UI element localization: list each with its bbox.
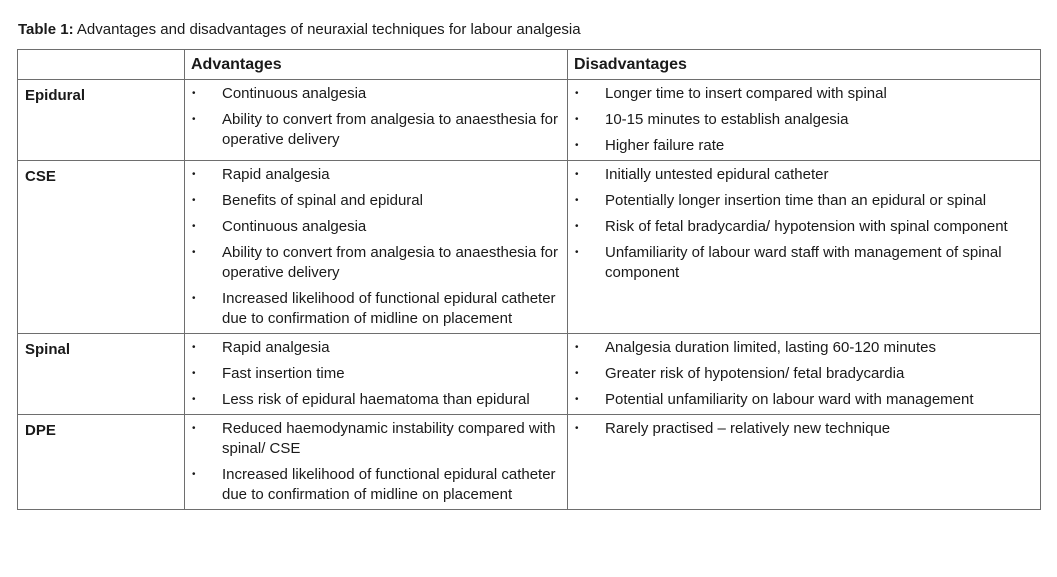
table-row: SpinalRapid analgesia Fast insertion time… <box>17 333 1041 415</box>
table-row: EpiduralContinuous analgesia Ability to c… <box>17 79 1041 161</box>
disadvantage-item: Initially untested epidural catheter <box>568 165 1040 185</box>
caption-text: Advantages and disadvantages of neuraxia… <box>73 21 581 38</box>
advantages-cell: Continuous analgesia Ability to convert f… <box>184 79 568 161</box>
header-row: Advantages Disadvantages <box>17 49 1041 80</box>
advantage-item: Less risk of epidural haematoma than epi… <box>185 390 567 410</box>
disadvantages-list: Rarely practised – relatively new techni… <box>568 415 1040 443</box>
header-advantages: Advantages <box>184 49 568 80</box>
disadvantages-list: Initially untested epidural catheter Pote… <box>568 161 1040 287</box>
advantages-list: Rapid analgesia Benefits of spinal and ep… <box>185 161 567 333</box>
disadvantage-item: 10-15 minutes to establish analgesia <box>568 110 1040 130</box>
advantage-item: Rapid analgesia <box>185 338 567 358</box>
advantages-cell: Reduced haemodynamic instability compare… <box>184 414 568 510</box>
disadvantage-item: Analgesia duration limited, lasting 60-1… <box>568 338 1040 358</box>
advantages-cell: Rapid analgesia Benefits of spinal and ep… <box>184 160 568 334</box>
disadvantages-cell: Rarely practised – relatively new techni… <box>567 414 1041 510</box>
header-technique <box>17 49 185 80</box>
disadvantage-item: Potentially longer insertion time than a… <box>568 191 1040 211</box>
disadvantage-item: Greater risk of hypotension/ fetal brady… <box>568 364 1040 384</box>
advantage-item: Fast insertion time <box>185 364 567 384</box>
advantage-item: Ability to convert from analgesia to ana… <box>185 243 567 283</box>
advantage-item: Increased likelihood of functional epidu… <box>185 465 567 505</box>
advantage-item: Rapid analgesia <box>185 165 567 185</box>
disadvantage-item: Risk of fetal bradycardia/ hypotension w… <box>568 217 1040 237</box>
disadvantages-cell: Longer time to insert compared with spin… <box>567 79 1041 161</box>
technique-label: Spinal <box>17 333 185 415</box>
caption-label: Table 1: <box>18 21 74 38</box>
disadvantages-cell: Analgesia duration limited, lasting 60-1… <box>567 333 1041 415</box>
header-disadvantages: Disadvantages <box>567 49 1041 80</box>
disadvantage-item: Potential unfamiliarity on labour ward w… <box>568 390 1040 410</box>
disadvantage-item: Unfamiliarity of labour ward staff with … <box>568 243 1040 283</box>
technique-label: CSE <box>17 160 185 334</box>
advantages-cell: Rapid analgesia Fast insertion time Less r… <box>184 333 568 415</box>
advantages-list: Reduced haemodynamic instability compare… <box>185 415 567 509</box>
advantage-item: Benefits of spinal and epidural <box>185 191 567 211</box>
technique-label: Epidural <box>17 79 185 161</box>
disadvantages-cell: Initially untested epidural catheter Pote… <box>567 160 1041 334</box>
disadvantage-item: Longer time to insert compared with spin… <box>568 84 1040 104</box>
table-row: CSERapid analgesia Benefits of spinal and… <box>17 160 1041 334</box>
disadvantages-list: Analgesia duration limited, lasting 60-1… <box>568 334 1040 414</box>
disadvantages-list: Longer time to insert compared with spin… <box>568 80 1040 160</box>
advantage-item: Increased likelihood of functional epidu… <box>185 289 567 329</box>
advantage-item: Continuous analgesia <box>185 84 567 104</box>
disadvantage-item: Rarely practised – relatively new techni… <box>568 419 1040 439</box>
advantage-item: Continuous analgesia <box>185 217 567 237</box>
disadvantage-item: Higher failure rate <box>568 136 1040 156</box>
advantage-item: Reduced haemodynamic instability compare… <box>185 419 567 459</box>
advantages-list: Continuous analgesia Ability to convert f… <box>185 80 567 154</box>
table-row: DPEReduced haemodynamic instability comp… <box>17 414 1041 510</box>
advantage-item: Ability to convert from analgesia to ana… <box>185 110 567 150</box>
neuraxial-techniques-table: Advantages Disadvantages EpiduralContinu… <box>17 49 1041 510</box>
technique-label: DPE <box>17 414 185 510</box>
advantages-list: Rapid analgesia Fast insertion time Less r… <box>185 334 567 414</box>
table-caption: Table 1: Advantages and disadvantages of… <box>18 20 581 40</box>
